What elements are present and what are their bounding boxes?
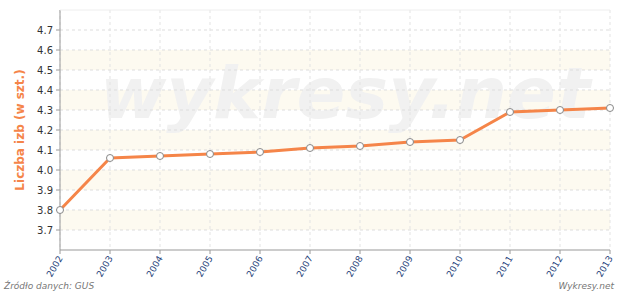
y-axis-label: Liczba izb (w szt.): [13, 69, 27, 190]
grid-line: [60, 230, 610, 231]
marker: [607, 105, 614, 112]
x-tick-label: 2012: [545, 254, 565, 279]
marker: [57, 207, 64, 214]
tick: [56, 130, 60, 131]
marker: [257, 149, 264, 156]
y-tick-label: 4.5: [37, 65, 53, 76]
x-tick: [160, 250, 161, 254]
x-tick: [260, 250, 261, 254]
x-tick: [210, 250, 211, 254]
grid-line-x: [210, 10, 211, 250]
grid-line: [60, 70, 610, 71]
x-tick-label: 2007: [295, 254, 315, 279]
x-tick-label: 2011: [495, 254, 515, 279]
x-tick: [510, 250, 511, 254]
grid-line: [60, 50, 610, 51]
grid-line-x: [510, 10, 511, 250]
frame-top: [60, 10, 610, 11]
x-tick-label: 2004: [145, 254, 165, 279]
marker: [557, 107, 564, 114]
x-tick-label: 2006: [245, 254, 265, 279]
x-tick: [410, 250, 411, 254]
marker: [507, 109, 514, 116]
grid-line: [60, 130, 610, 131]
x-tick: [110, 250, 111, 254]
grid-line-x: [310, 10, 311, 250]
y-tick-label: 4.4: [37, 85, 53, 96]
marker: [457, 137, 464, 144]
grid-line-x: [360, 10, 361, 250]
y-tick-label: 4.2: [37, 125, 53, 136]
y-tick-label: 3.8: [37, 205, 53, 216]
grid-line: [60, 190, 610, 191]
tick: [56, 230, 60, 231]
grid-line: [60, 170, 610, 171]
x-tick: [460, 250, 461, 254]
grid-line-x: [560, 10, 561, 250]
marker: [107, 155, 114, 162]
marker: [157, 153, 164, 160]
tick: [56, 90, 60, 91]
stripe: [60, 170, 610, 190]
grid-line: [60, 30, 610, 31]
marker: [357, 143, 364, 150]
x-tick: [310, 250, 311, 254]
y-tick-label: 4.7: [37, 25, 53, 36]
tick: [56, 70, 60, 71]
x-tick: [560, 250, 561, 254]
grid-line-x: [410, 10, 411, 250]
grid-line-x: [610, 10, 611, 250]
x-tick-label: 2002: [45, 254, 65, 279]
series-group: [57, 105, 614, 214]
marker: [307, 145, 314, 152]
grid-line-x: [110, 10, 111, 250]
source: Źródło danych: GUS: [3, 280, 94, 291]
y-tick-label: 4.1: [37, 145, 53, 156]
tick: [56, 150, 60, 151]
y-tick-label: 4.0: [37, 165, 53, 176]
marker: [207, 151, 214, 158]
tick: [56, 170, 60, 171]
chart: wykresy.net 3.7 3.8 3.9 4.0 4.1 4.2 4.3 4.4 4.5 4.…: [0, 0, 620, 292]
y-tick-label: 4.6: [37, 45, 53, 56]
x-tick: [360, 250, 361, 254]
x-tick-label: 2013: [595, 254, 615, 279]
tick: [56, 30, 60, 31]
y-tick-label: 3.7: [37, 225, 53, 236]
watermark: wykresy.net: [100, 51, 593, 135]
x-tick-label: 2005: [195, 254, 215, 279]
x-tick-label: 2008: [345, 254, 365, 279]
marker: [407, 139, 414, 146]
stripe: [60, 210, 610, 230]
tick: [56, 110, 60, 111]
grid-line-x: [460, 10, 461, 250]
grid-line: [60, 150, 610, 151]
grid-line: [60, 210, 610, 211]
plot-bg: [60, 10, 610, 250]
x-tick-label: 2009: [395, 254, 415, 279]
tick: [56, 50, 60, 51]
x-tick: [60, 250, 61, 254]
grid-line-x: [260, 10, 261, 250]
y-tick-label: 4.3: [37, 105, 53, 116]
x-tick-label: 2010: [445, 254, 465, 279]
tick: [56, 190, 60, 191]
x-axis: [60, 250, 610, 251]
y-tick-label: 3.9: [37, 185, 53, 196]
grid-line: [60, 90, 610, 91]
line: [60, 108, 610, 210]
x-tick: [610, 250, 611, 254]
x-tick-label: 2003: [95, 254, 115, 279]
grid-line-x: [160, 10, 161, 250]
credit: Wykresy.net: [558, 281, 614, 291]
